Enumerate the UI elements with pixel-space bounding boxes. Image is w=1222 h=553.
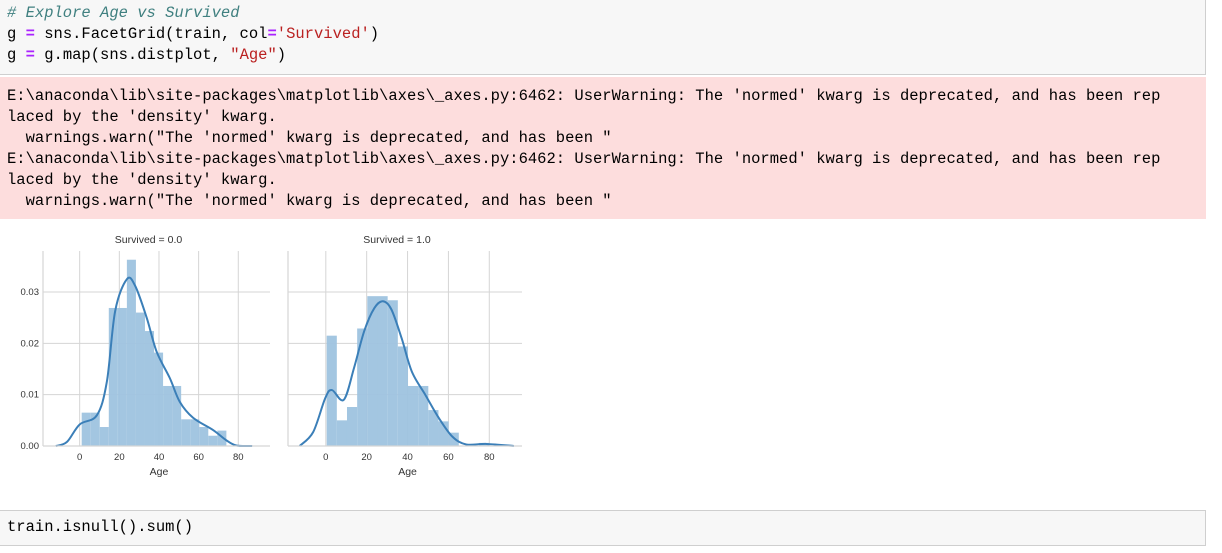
histogram-bar: [190, 419, 200, 446]
histogram-bar: [428, 410, 439, 446]
x-tick-label: 20: [361, 452, 372, 463]
histogram-bar: [418, 385, 429, 446]
code-token: sns.FacetGrid(train, col: [34, 25, 268, 43]
histogram-bar: [387, 300, 398, 446]
stderr-output: E:\anaconda\lib\site-packages\matplotlib…: [0, 77, 1206, 219]
code-line-facetgrid: g = sns.FacetGrid(train, col='Survived'): [7, 24, 1205, 45]
panel-title: Survived = 0.0: [115, 234, 183, 246]
string-token: 'Survived': [276, 25, 370, 43]
histogram-bar: [346, 407, 358, 446]
kde-line: [55, 276, 253, 448]
warning-line: laced by the 'density' kwarg.: [7, 171, 277, 189]
histogram-bar: [377, 296, 388, 446]
code-line: train.isnull().sum(): [7, 518, 194, 536]
code-token: g: [7, 25, 26, 43]
histogram-bar: [357, 328, 368, 446]
histogram-bar: [154, 352, 164, 446]
x-tick-label: 40: [154, 452, 165, 463]
facet-panel-0: 0 20 40 60 80 0.00 0.01 0.02 0.03 Survived = 0.0 A…: [21, 234, 270, 478]
panel-title: Survived = 1.0: [363, 234, 431, 246]
histogram-bar: [181, 419, 191, 446]
x-tick-label: 0: [323, 452, 328, 463]
x-tick-label: 80: [233, 452, 244, 463]
histogram-bar: [199, 427, 209, 446]
x-tick-label: 20: [114, 452, 125, 463]
warning-line: E:\anaconda\lib\site-packages\matplotlib…: [7, 87, 1161, 105]
code-token: ): [276, 46, 287, 64]
histogram-bar: [367, 296, 378, 446]
x-axis-label: Age: [150, 466, 169, 478]
facet-panel-1: 0 20 40 60 80 Survived = 1.0 Age: [287, 234, 522, 478]
string-token: "Age": [230, 46, 277, 64]
histogram-bar: [448, 432, 459, 446]
code-cell-facetgrid[interactable]: # Explore Age vs Survived g = sns.FacetGr…: [0, 0, 1206, 75]
x-tick-label: 40: [402, 452, 413, 463]
x-axis-label: Age: [398, 466, 417, 478]
histogram-bar: [108, 307, 118, 446]
histogram-bar: [126, 259, 136, 446]
kde-line: [298, 300, 514, 447]
histogram-bar: [407, 385, 419, 446]
code-token: ): [369, 25, 380, 43]
y-tick-label: 0.02: [21, 338, 40, 349]
histogram-bar: [438, 421, 449, 446]
histogram-bar: [336, 420, 347, 446]
code-token: g: [7, 46, 26, 64]
code-token: g.map(sns.distplot,: [34, 46, 231, 64]
histogram-bar: [208, 435, 218, 446]
histogram-bar: [99, 427, 109, 446]
histogram-bar: [135, 312, 145, 446]
x-tick-label: 60: [193, 452, 204, 463]
warning-line: warnings.warn("The 'normed' kwarg is dep…: [7, 192, 612, 210]
warning-line: laced by the 'density' kwarg.: [7, 108, 277, 126]
facet-grid-plot: 0 20 40 60 80 0.00 0.01 0.02 0.03 Survived = 0.0 A…: [21, 234, 522, 478]
histogram-bar: [117, 307, 127, 446]
histogram-bar: [90, 412, 100, 446]
operator-token: =: [25, 46, 35, 64]
histogram-bar: [144, 331, 155, 446]
y-tick-label: 0.00: [21, 441, 40, 452]
code-comment: # Explore Age vs Survived: [7, 4, 240, 22]
x-tick-label: 60: [443, 452, 454, 463]
histogram-bar: [397, 346, 408, 446]
histogram-bar: [81, 412, 91, 446]
warning-line: warnings.warn("The 'normed' kwarg is dep…: [7, 129, 612, 147]
y-tick-label: 0.01: [21, 390, 40, 401]
warning-line: E:\anaconda\lib\site-packages\matplotlib…: [7, 150, 1161, 168]
x-tick-label: 0: [77, 452, 82, 463]
y-tick-label: 0.03: [21, 287, 40, 298]
x-tick-label: 80: [484, 452, 495, 463]
histogram-bar: [172, 385, 182, 446]
operator-token: =: [25, 25, 35, 43]
code-line-map: g = g.map(sns.distplot, "Age"): [7, 45, 1205, 66]
code-cell-isnull[interactable]: train.isnull().sum(): [0, 510, 1206, 546]
histogram-bar: [163, 385, 173, 446]
histogram-bar: [217, 430, 227, 446]
operator-token: =: [267, 25, 277, 43]
